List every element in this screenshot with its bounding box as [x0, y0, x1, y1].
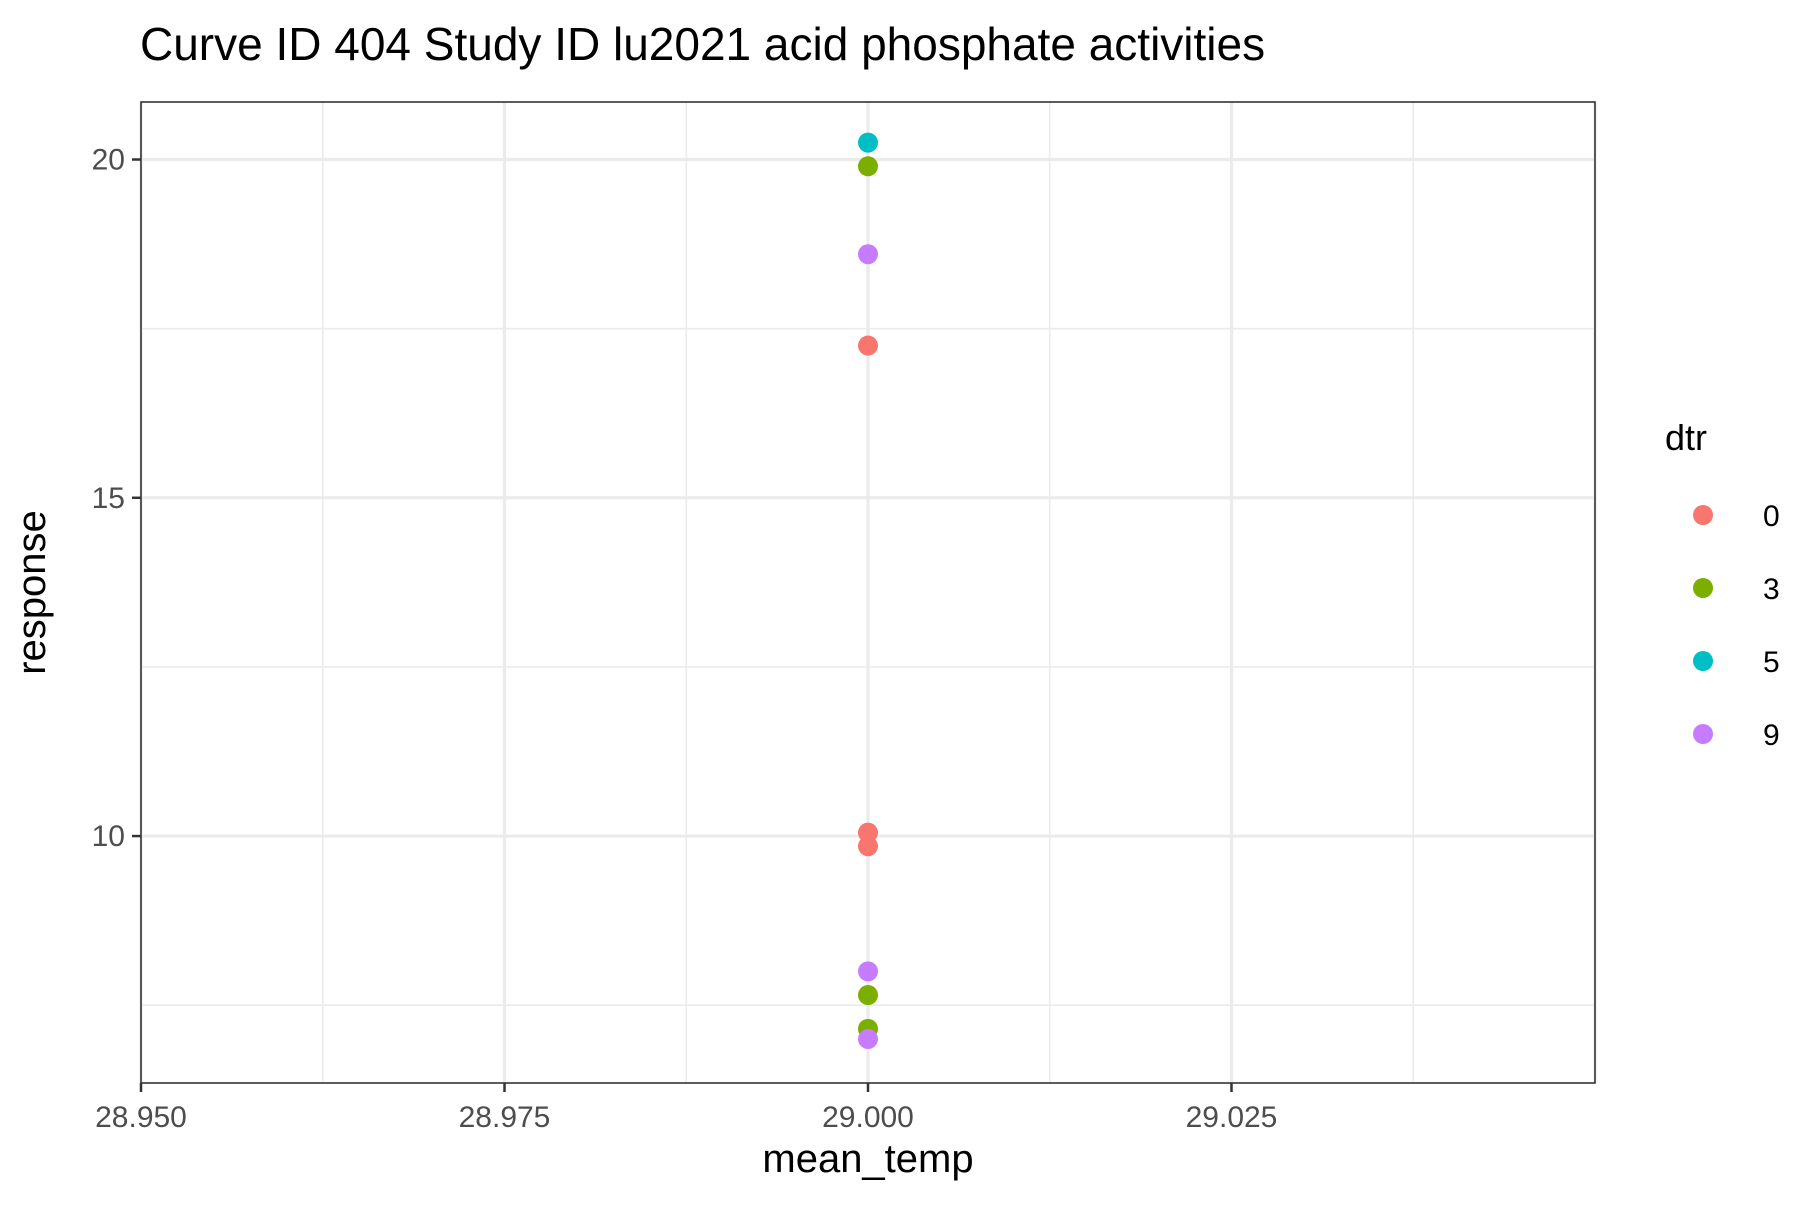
data-point-dtr-9: [858, 244, 878, 265]
legend-key-dtr-0: [1693, 505, 1713, 525]
x-tick-label: 28.975: [459, 1101, 551, 1134]
y-tick-label: 20: [92, 144, 125, 177]
x-axis-title: mean_temp: [762, 1137, 973, 1181]
data-point-dtr-5: [858, 132, 878, 153]
x-tick-label: 29.000: [822, 1101, 914, 1134]
legend-key-dtr-9: [1693, 724, 1713, 744]
legend-label: 3: [1763, 573, 1780, 606]
y-axis-title: response: [10, 510, 54, 675]
points-layer: [858, 132, 878, 1050]
data-point-dtr-3: [858, 156, 878, 177]
legend-key-dtr-3: [1693, 578, 1713, 598]
chart-title: Curve ID 404 Study ID lu2021 acid phosph…: [140, 18, 1265, 70]
legend-key-dtr-5: [1693, 651, 1713, 671]
data-point-dtr-9: [858, 961, 878, 982]
x-tick-label: 29.025: [1186, 1101, 1278, 1134]
axis-layer: 28.950 28.975 29.000 29.025 10 15 20: [92, 144, 1278, 1134]
legend-title: dtr: [1665, 417, 1707, 458]
y-tick-label: 15: [92, 482, 125, 515]
y-tick-label: 10: [92, 820, 125, 853]
data-point-dtr-0: [858, 836, 878, 857]
data-point-dtr-9: [858, 1029, 878, 1050]
data-point-dtr-3: [858, 985, 878, 1006]
data-point-dtr-0: [858, 335, 878, 356]
legend: dtr 0 3 5 9: [1665, 417, 1780, 752]
x-tick-label: 28.950: [95, 1101, 187, 1134]
legend-label: 9: [1763, 719, 1780, 752]
legend-label: 0: [1763, 500, 1780, 533]
legend-label: 5: [1763, 646, 1780, 679]
